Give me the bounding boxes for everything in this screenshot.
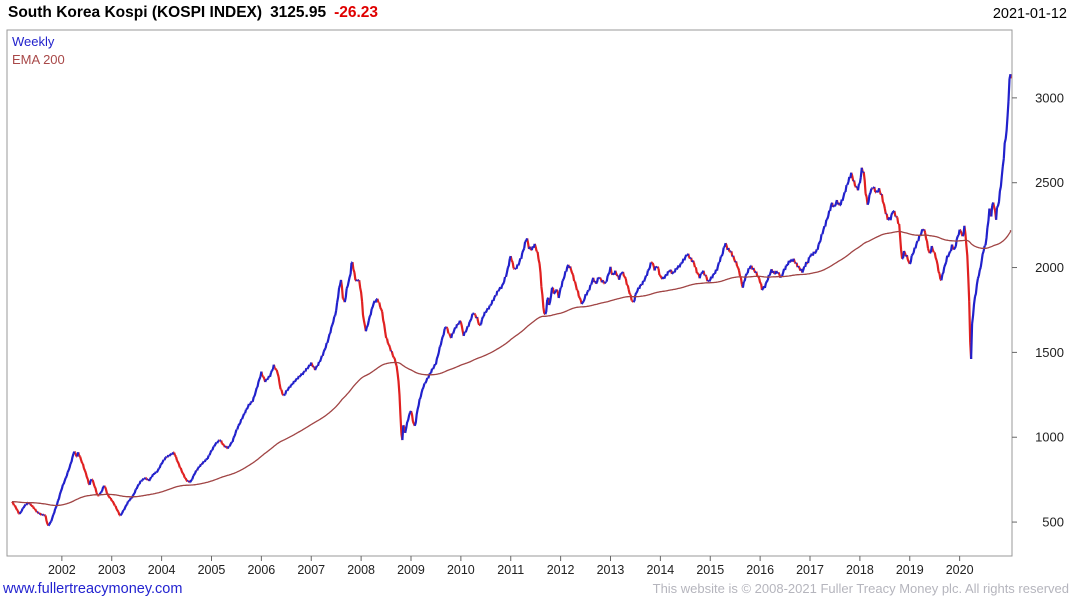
svg-text:2014: 2014 xyxy=(646,563,674,577)
svg-text:2011: 2011 xyxy=(497,563,524,577)
svg-text:2019: 2019 xyxy=(896,563,924,577)
svg-text:2013: 2013 xyxy=(597,563,625,577)
svg-text:2002: 2002 xyxy=(48,563,76,577)
price-change: -26.23 xyxy=(334,4,379,21)
copyright-notice: This website is © 2008-2021 Fuller Treac… xyxy=(652,581,1069,596)
svg-text:2004: 2004 xyxy=(148,563,176,577)
svg-text:2005: 2005 xyxy=(198,563,226,577)
svg-text:500: 500 xyxy=(1042,515,1064,530)
svg-text:2006: 2006 xyxy=(247,563,275,577)
chart-date: 2021-01-12 xyxy=(992,6,1067,22)
svg-text:2018: 2018 xyxy=(846,563,874,577)
svg-text:2020: 2020 xyxy=(946,563,974,577)
legend-ema-200: EMA 200 xyxy=(12,52,65,67)
svg-text:2016: 2016 xyxy=(746,563,774,577)
legend-timeframe: Weekly xyxy=(12,34,55,49)
site-link[interactable]: www.fullertreacymoney.com xyxy=(3,581,183,597)
svg-text:2015: 2015 xyxy=(696,563,724,577)
last-price: 3125.95 xyxy=(270,4,327,21)
chart-header: South Korea Kospi (KOSPI INDEX) 3125.95 … xyxy=(8,4,378,22)
svg-text:2003: 2003 xyxy=(98,563,126,577)
svg-text:1000: 1000 xyxy=(1035,430,1064,445)
svg-text:2008: 2008 xyxy=(347,563,375,577)
instrument-title: South Korea Kospi (KOSPI INDEX) xyxy=(8,4,263,21)
svg-text:2012: 2012 xyxy=(547,563,575,577)
svg-text:2000: 2000 xyxy=(1035,260,1064,275)
svg-text:2010: 2010 xyxy=(447,563,475,577)
svg-text:3000: 3000 xyxy=(1035,90,1064,105)
svg-text:2007: 2007 xyxy=(297,563,325,577)
chart-legend: Weekly EMA 200 xyxy=(12,33,65,69)
svg-text:1500: 1500 xyxy=(1035,345,1064,360)
svg-text:2500: 2500 xyxy=(1035,175,1064,190)
svg-text:2009: 2009 xyxy=(397,563,425,577)
svg-text:2017: 2017 xyxy=(796,563,824,577)
